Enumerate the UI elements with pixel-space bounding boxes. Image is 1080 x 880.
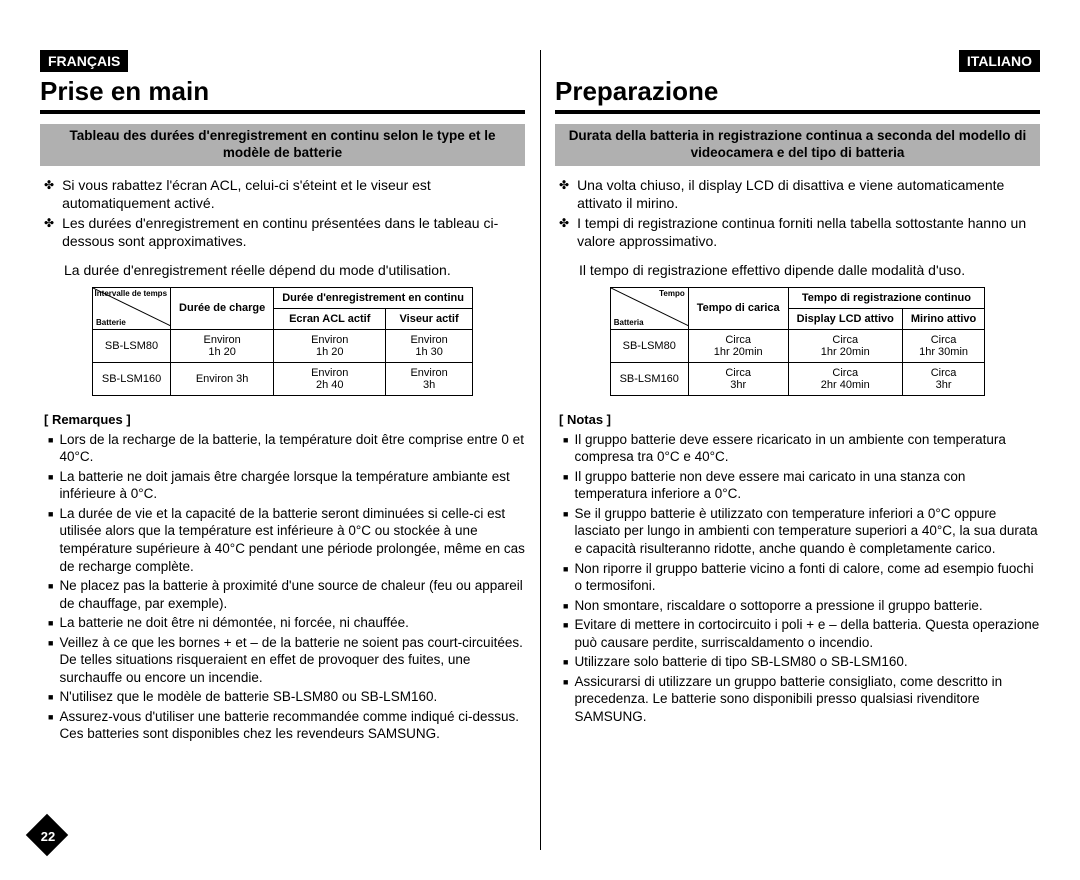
notes-list-left: ■Lors de la recharge de la batterie, la … (40, 431, 525, 743)
page-number: 22 (28, 816, 68, 856)
note-text: Il gruppo batterie non deve essere mai c… (574, 468, 1040, 503)
table-header: Mirino attivo (902, 308, 984, 329)
note-icon: ■ (48, 468, 53, 503)
note-text: N'utilisez que le modèle de batterie SB-… (59, 688, 437, 706)
note-icon: ■ (563, 653, 568, 671)
note-icon: ■ (48, 431, 53, 466)
table-header: Tempo di registrazione continuo (788, 287, 985, 308)
left-column-francais: FRANÇAIS Prise en main Tableau des durée… (40, 50, 525, 745)
page-number-badge: 22 (28, 816, 68, 856)
table-row: SB-LSM80 Circa 1hr 20min Circa 1hr 20min… (610, 329, 985, 362)
note-icon: ■ (48, 614, 53, 632)
note-text: La durée de vie et la capacité de la bat… (59, 505, 525, 575)
manual-page: FRANÇAIS Prise en main Tableau des durée… (0, 0, 1080, 880)
note-text: Assurez-vous d'utiliser une batterie rec… (59, 708, 525, 743)
bullet-icon: ✤ (44, 176, 54, 212)
lang-tag-left: FRANÇAIS (40, 50, 128, 72)
notes-heading-right: [ Notas ] (559, 412, 1040, 427)
note-text: La batterie ne doit être ni démontée, ni… (59, 614, 408, 632)
note-icon: ■ (563, 597, 568, 615)
note-icon: ■ (48, 634, 53, 687)
note-icon: ■ (48, 708, 53, 743)
note-text: Assicurarsi di utilizzare un gruppo batt… (574, 673, 1040, 726)
table-header: Durée de charge (171, 287, 274, 329)
note-icon: ■ (48, 505, 53, 575)
bullet-text: Una volta chiuso, il display LCD di disa… (577, 176, 1040, 212)
note-icon: ■ (563, 505, 568, 558)
intro-subtext-left: La durée d'enregistrement réelle dépend … (40, 261, 525, 279)
table-row: SB-LSM160 Circa 3hr Circa 2hr 40min Circ… (610, 362, 985, 395)
table-header: Durée d'enregistrement en continu (274, 287, 473, 308)
note-icon: ■ (563, 673, 568, 726)
bullet-text: Les durées d'enregistrement en continu p… (62, 214, 525, 250)
note-text: Veillez à ce que les bornes + et – de la… (59, 634, 525, 687)
notes-list-right: ■Il gruppo batterie deve essere ricarica… (555, 431, 1040, 726)
section-subtitle-left: Tableau des durées d'enregistrement en c… (40, 124, 525, 166)
right-column-italiano: ITALIANO Preparazione Durata della batte… (555, 50, 1040, 745)
page-title-right: Preparazione (555, 76, 1040, 114)
note-icon: ■ (48, 688, 53, 706)
intro-bullets-right: ✤Una volta chiuso, il display LCD di dis… (555, 176, 1040, 251)
table-diag-header: Tempo Batteria (610, 287, 688, 329)
note-text: Lors de la recharge de la batterie, la t… (59, 431, 525, 466)
note-icon: ■ (48, 577, 53, 612)
recording-time-table-left: Intervalle de temps Batterie Durée de ch… (92, 287, 473, 396)
note-icon: ■ (563, 616, 568, 651)
section-subtitle-right: Durata della batteria in registrazione c… (555, 124, 1040, 166)
note-icon: ■ (563, 431, 568, 466)
note-text: Ne placez pas la batterie à proximité d'… (59, 577, 525, 612)
table-header: Tempo di carica (688, 287, 788, 329)
bullet-text: I tempi di registrazione continua fornit… (577, 214, 1040, 250)
bullet-icon: ✤ (559, 214, 569, 250)
note-text: Evitare di mettere in cortocircuito i po… (574, 616, 1040, 651)
intro-subtext-right: Il tempo di registrazione effettivo dipe… (555, 261, 1040, 279)
table-row: SB-LSM160 Environ 3h Environ 2h 40 Envir… (93, 362, 473, 395)
note-text: Utilizzare solo batterie di tipo SB-LSM8… (574, 653, 907, 671)
lang-tag-right: ITALIANO (959, 50, 1040, 72)
bullet-icon: ✤ (44, 214, 54, 250)
table-header: Ecran ACL actif (274, 308, 386, 329)
notes-heading-left: [ Remarques ] (44, 412, 525, 427)
column-divider (540, 50, 541, 850)
note-text: Non riporre il gruppo batterie vicino a … (574, 560, 1040, 595)
table-header: Display LCD attivo (788, 308, 902, 329)
note-text: Non smontare, riscaldare o sottoporre a … (574, 597, 982, 615)
bullet-icon: ✤ (559, 176, 569, 212)
page-title-left: Prise en main (40, 76, 525, 114)
table-header: Viseur actif (386, 308, 473, 329)
intro-bullets-left: ✤Si vous rabattez l'écran ACL, celui-ci … (40, 176, 525, 251)
bullet-text: Si vous rabattez l'écran ACL, celui-ci s… (62, 176, 525, 212)
note-text: Se il gruppo batterie è utilizzato con t… (574, 505, 1040, 558)
recording-time-table-right: Tempo Batteria Tempo di carica Tempo di … (610, 287, 986, 396)
note-icon: ■ (563, 560, 568, 595)
note-text: La batterie ne doit jamais être chargée … (59, 468, 525, 503)
table-diag-header: Intervalle de temps Batterie (93, 287, 171, 329)
note-icon: ■ (563, 468, 568, 503)
note-text: Il gruppo batterie deve essere ricaricat… (574, 431, 1040, 466)
table-row: SB-LSM80 Environ 1h 20 Environ 1h 20 Env… (93, 329, 473, 362)
